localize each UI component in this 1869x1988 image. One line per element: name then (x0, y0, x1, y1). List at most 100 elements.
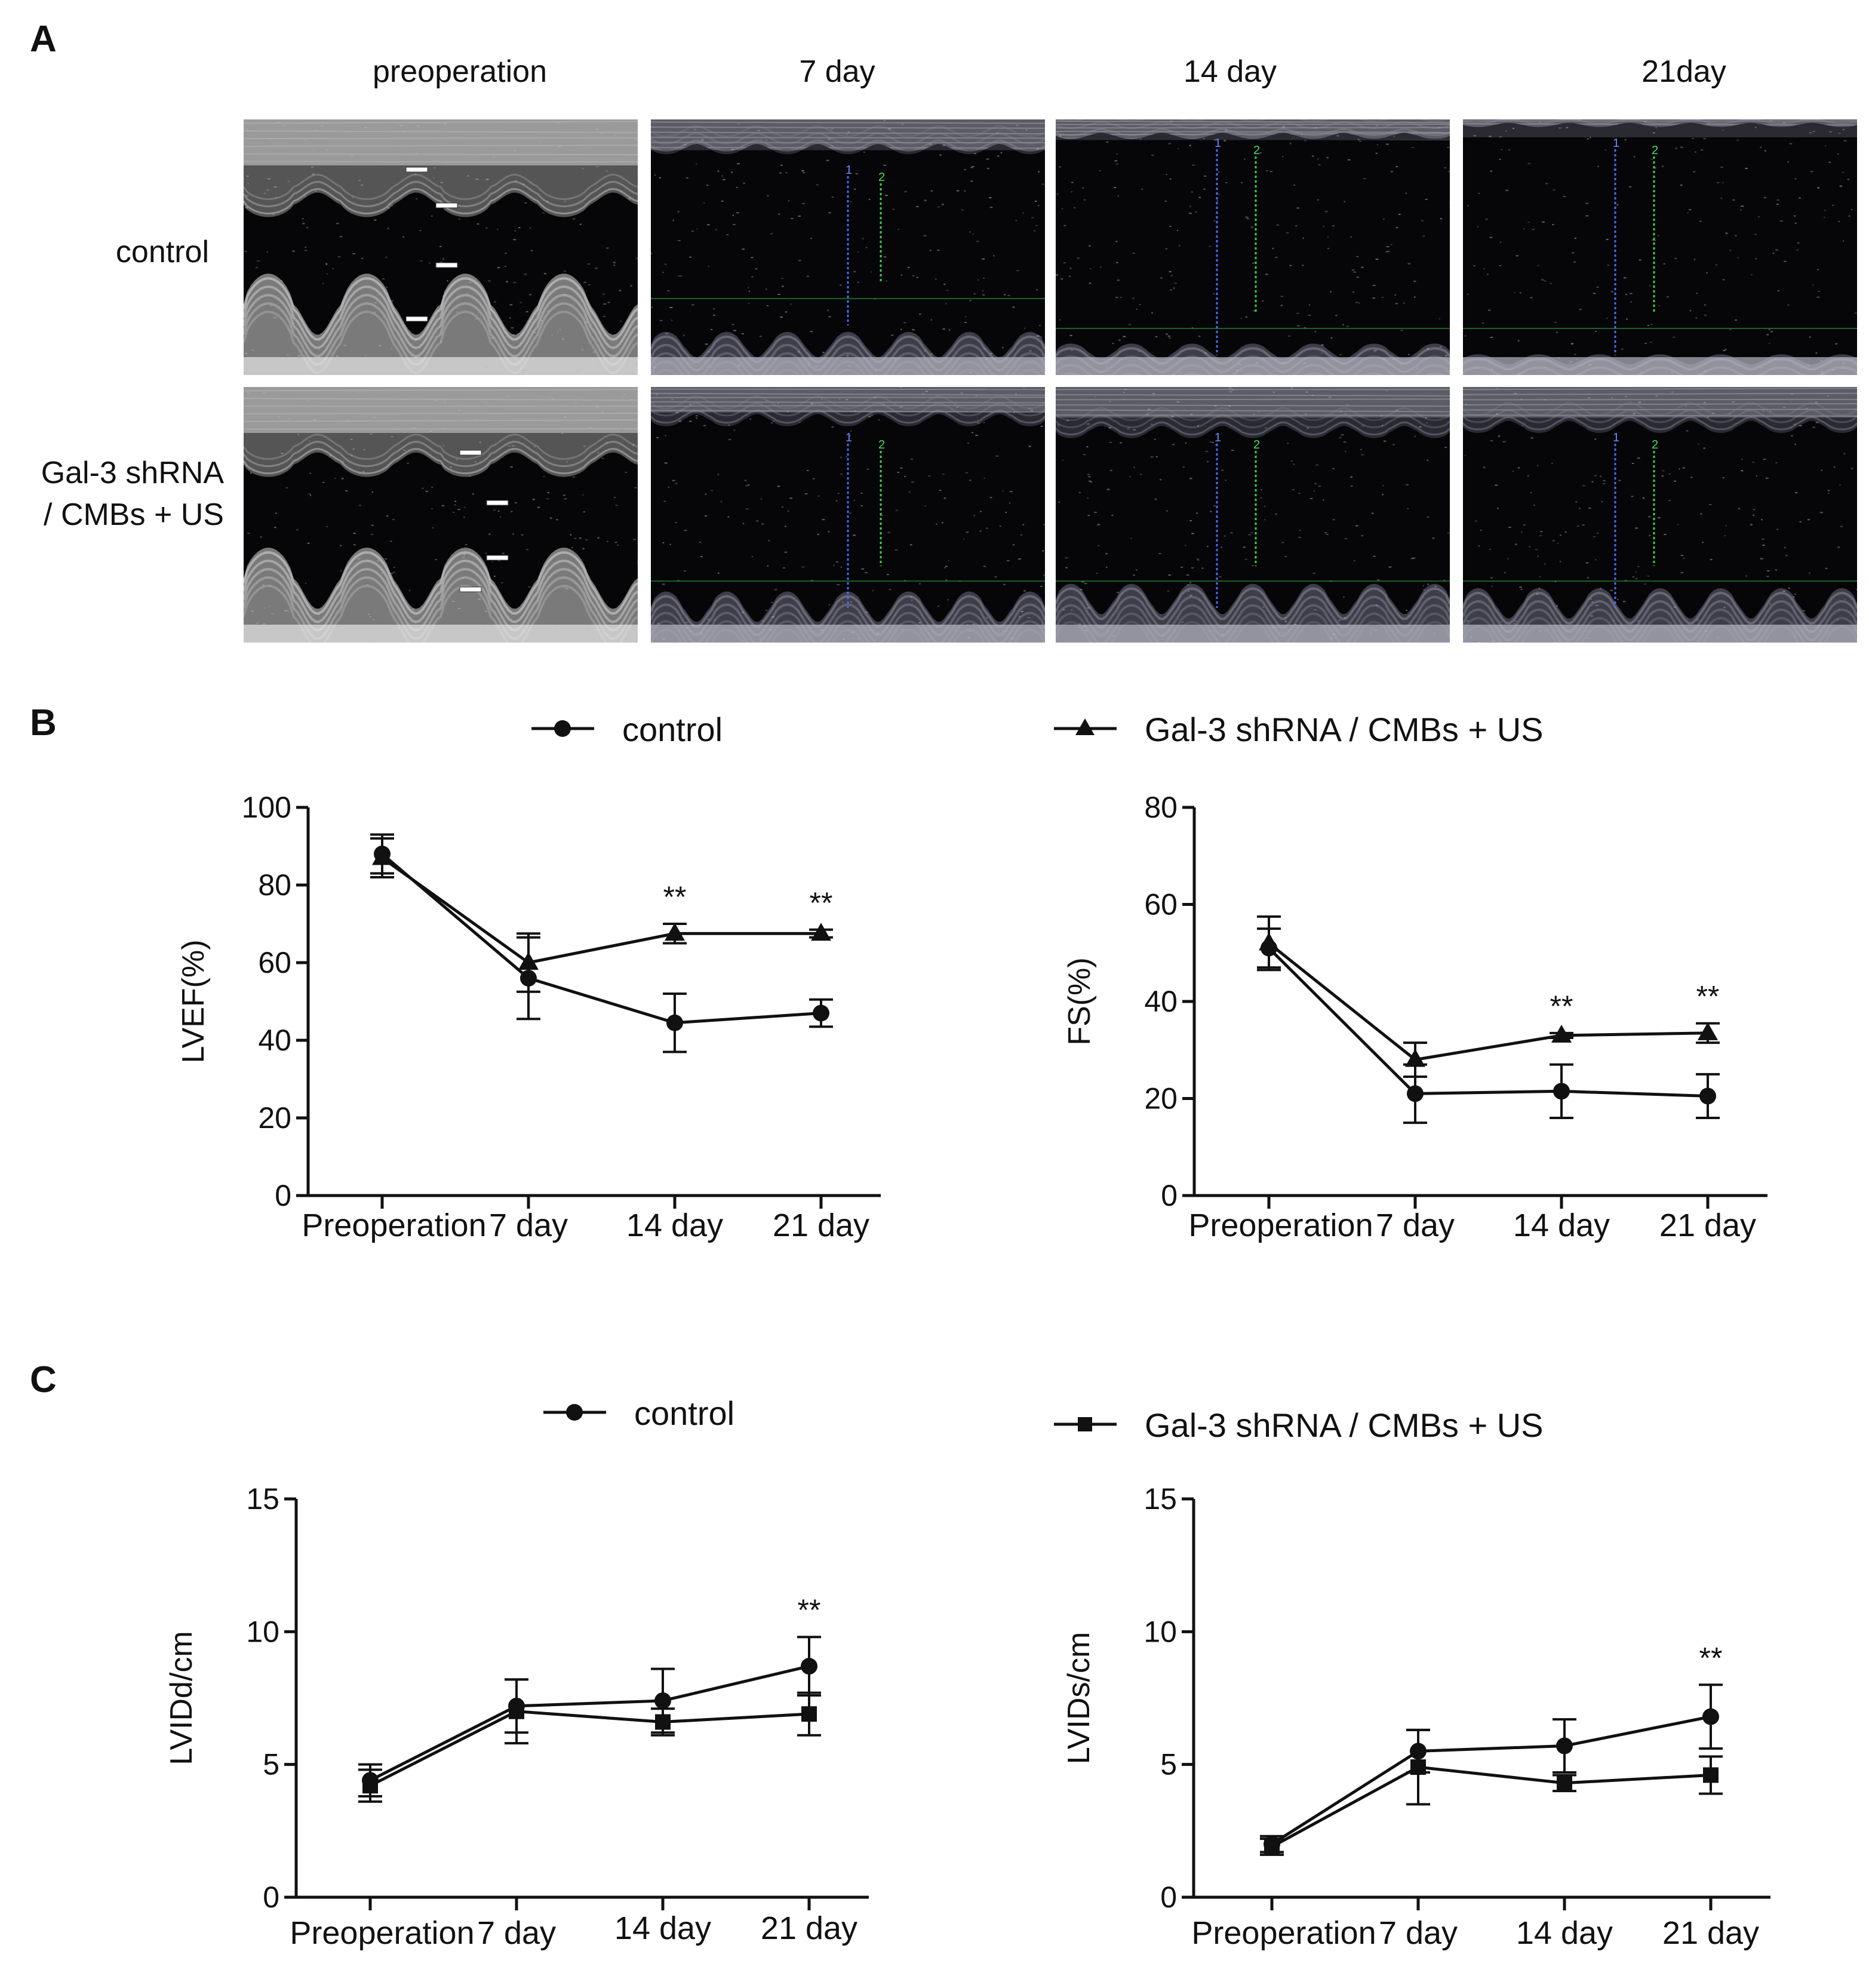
y-tick-label: 80 (258, 868, 291, 902)
panel-letter-b: B (30, 702, 57, 743)
significance-marker: ** (810, 886, 833, 920)
x-tick-label: 7 day (477, 1915, 556, 1951)
caliper-label-2: 2 (878, 171, 885, 184)
x-tick-label: 14 day (626, 1207, 723, 1243)
x-tick-label: 21 day (773, 1207, 869, 1243)
x-tick-label: Preoperation (1188, 1207, 1373, 1243)
data-point-treated (362, 1778, 378, 1794)
significance-marker: ** (1550, 990, 1573, 1023)
series-line-treated (1268, 942, 1708, 1062)
data-point-control (1699, 1087, 1716, 1105)
series-line-treated (1271, 1765, 1711, 1848)
x-tick-label: Preoperation (302, 1207, 486, 1243)
legend-c-control-marker (543, 1404, 606, 1421)
caliper-label-2: 2 (878, 438, 885, 451)
chart-lvef: 0 20 40 60 80 100 Preoperation 7 day 14 day 21 da… (176, 791, 881, 1243)
data-point-control (666, 1014, 683, 1031)
caliper-label-2: 2 (1253, 144, 1260, 157)
data-point-treated (801, 1706, 817, 1722)
y-tick-label: 10 (1143, 1615, 1177, 1648)
data-point-control (1702, 1708, 1719, 1725)
x-tick-label: 21 day (1662, 1915, 1759, 1951)
data-point-control (654, 1692, 671, 1709)
y-tick-label: 80 (1144, 791, 1178, 824)
x-tick-label: 14 day (1516, 1915, 1613, 1951)
panel-letter-a: A (30, 19, 57, 60)
column-label-14-day: 14 day (1183, 54, 1277, 89)
data-point-control (813, 1004, 829, 1022)
data-point-treated (665, 923, 685, 941)
data-point-control (1407, 1085, 1424, 1102)
y-tick-label: 0 (275, 1179, 291, 1212)
x-tick-label: 21 day (761, 1910, 857, 1946)
chart-fs: 0 20 40 60 80 Preoperation 7 day 14 day 21 day FS… (1062, 791, 1767, 1243)
legend-c-control-label: control (634, 1394, 735, 1432)
x-tick-label: 7 day (489, 1207, 568, 1243)
data-point-treated (811, 923, 831, 941)
legend-b-treated: Gal-3 shRNA / CMBs + US (1054, 708, 1770, 749)
row-label-control: control (115, 235, 209, 269)
y-tick-label: 15 (246, 1482, 279, 1516)
y-tick-label: 60 (1144, 888, 1178, 921)
column-label-preoperation: preoperation (373, 54, 547, 89)
legend-c-treated: Gal-3 shRNA / CMBs + US (1054, 1403, 1770, 1445)
data-point-treated (1405, 1049, 1425, 1067)
significance-marker: ** (663, 880, 687, 914)
legend-b-control-marker (531, 720, 594, 737)
y-tick-label: 100 (242, 791, 291, 824)
caliper-label-2: 2 (1652, 144, 1658, 157)
data-point-treated (1551, 1024, 1572, 1043)
significance-marker: ** (798, 1593, 821, 1627)
data-point-treated (518, 952, 539, 970)
y-tick-label: 10 (246, 1615, 279, 1648)
significance-marker: ** (1696, 980, 1720, 1013)
column-label-7-day: 7 day (799, 54, 875, 89)
caliper-label-1: 1 (846, 431, 852, 444)
y-axis-label: LVIDd/cm (164, 1631, 199, 1765)
data-point-treated (1410, 1759, 1426, 1775)
data-point-treated (372, 847, 392, 865)
data-point-treated (1703, 1767, 1719, 1783)
x-tick-label: Preoperation (290, 1915, 474, 1951)
legend-b-control-label: control (622, 711, 723, 748)
chart-lvids: 0 5 10 15 Preoperation 7 day 14 day 21 day LVIDs… (1062, 1482, 1770, 1951)
y-tick-label: 60 (258, 946, 291, 979)
data-point-control (1556, 1737, 1573, 1755)
y-tick-label: 0 (263, 1881, 279, 1914)
y-axis-label: LVEF(%) (176, 939, 211, 1063)
legend-b-control: control (531, 708, 890, 749)
caliper-label-1: 1 (1613, 431, 1619, 444)
data-point-treated (1557, 1775, 1572, 1791)
data-point-treated (509, 1703, 524, 1719)
row-label-treated-line2: / CMBs + US (44, 497, 224, 532)
x-tick-label: 7 day (1376, 1207, 1455, 1243)
x-tick-label: 21 day (1659, 1207, 1756, 1243)
series-line-treated (381, 856, 821, 964)
legend-b-treated-label: Gal-3 shRNA / CMBs + US (1145, 711, 1544, 748)
column-label-21-day: 21day (1641, 54, 1726, 89)
y-tick-label: 20 (1144, 1082, 1178, 1116)
y-tick-label: 0 (1161, 1179, 1178, 1212)
data-point-control (1553, 1083, 1570, 1100)
caliper-label-1: 1 (1215, 137, 1221, 150)
x-tick-label: 14 day (1513, 1207, 1610, 1243)
row-label-treated-line1: Gal-3 shRNA (41, 456, 224, 490)
caliper-label-2: 2 (1253, 438, 1260, 451)
caliper-label-1: 1 (1613, 137, 1619, 150)
y-axis-label: LVIDs/cm (1062, 1632, 1096, 1765)
echo-image-control-0 (244, 119, 638, 375)
significance-marker: ** (1699, 1641, 1723, 1674)
echo-image-treated-0 (244, 387, 638, 643)
caliper-label-1: 1 (846, 164, 852, 177)
y-tick-label: 20 (258, 1101, 291, 1135)
y-tick-label: 15 (1143, 1482, 1177, 1516)
caliper-label-2: 2 (1652, 438, 1658, 451)
x-tick-label: Preoperation (1191, 1915, 1376, 1951)
y-tick-label: 40 (1144, 985, 1178, 1018)
legend-c-treated-marker (1054, 1417, 1117, 1431)
